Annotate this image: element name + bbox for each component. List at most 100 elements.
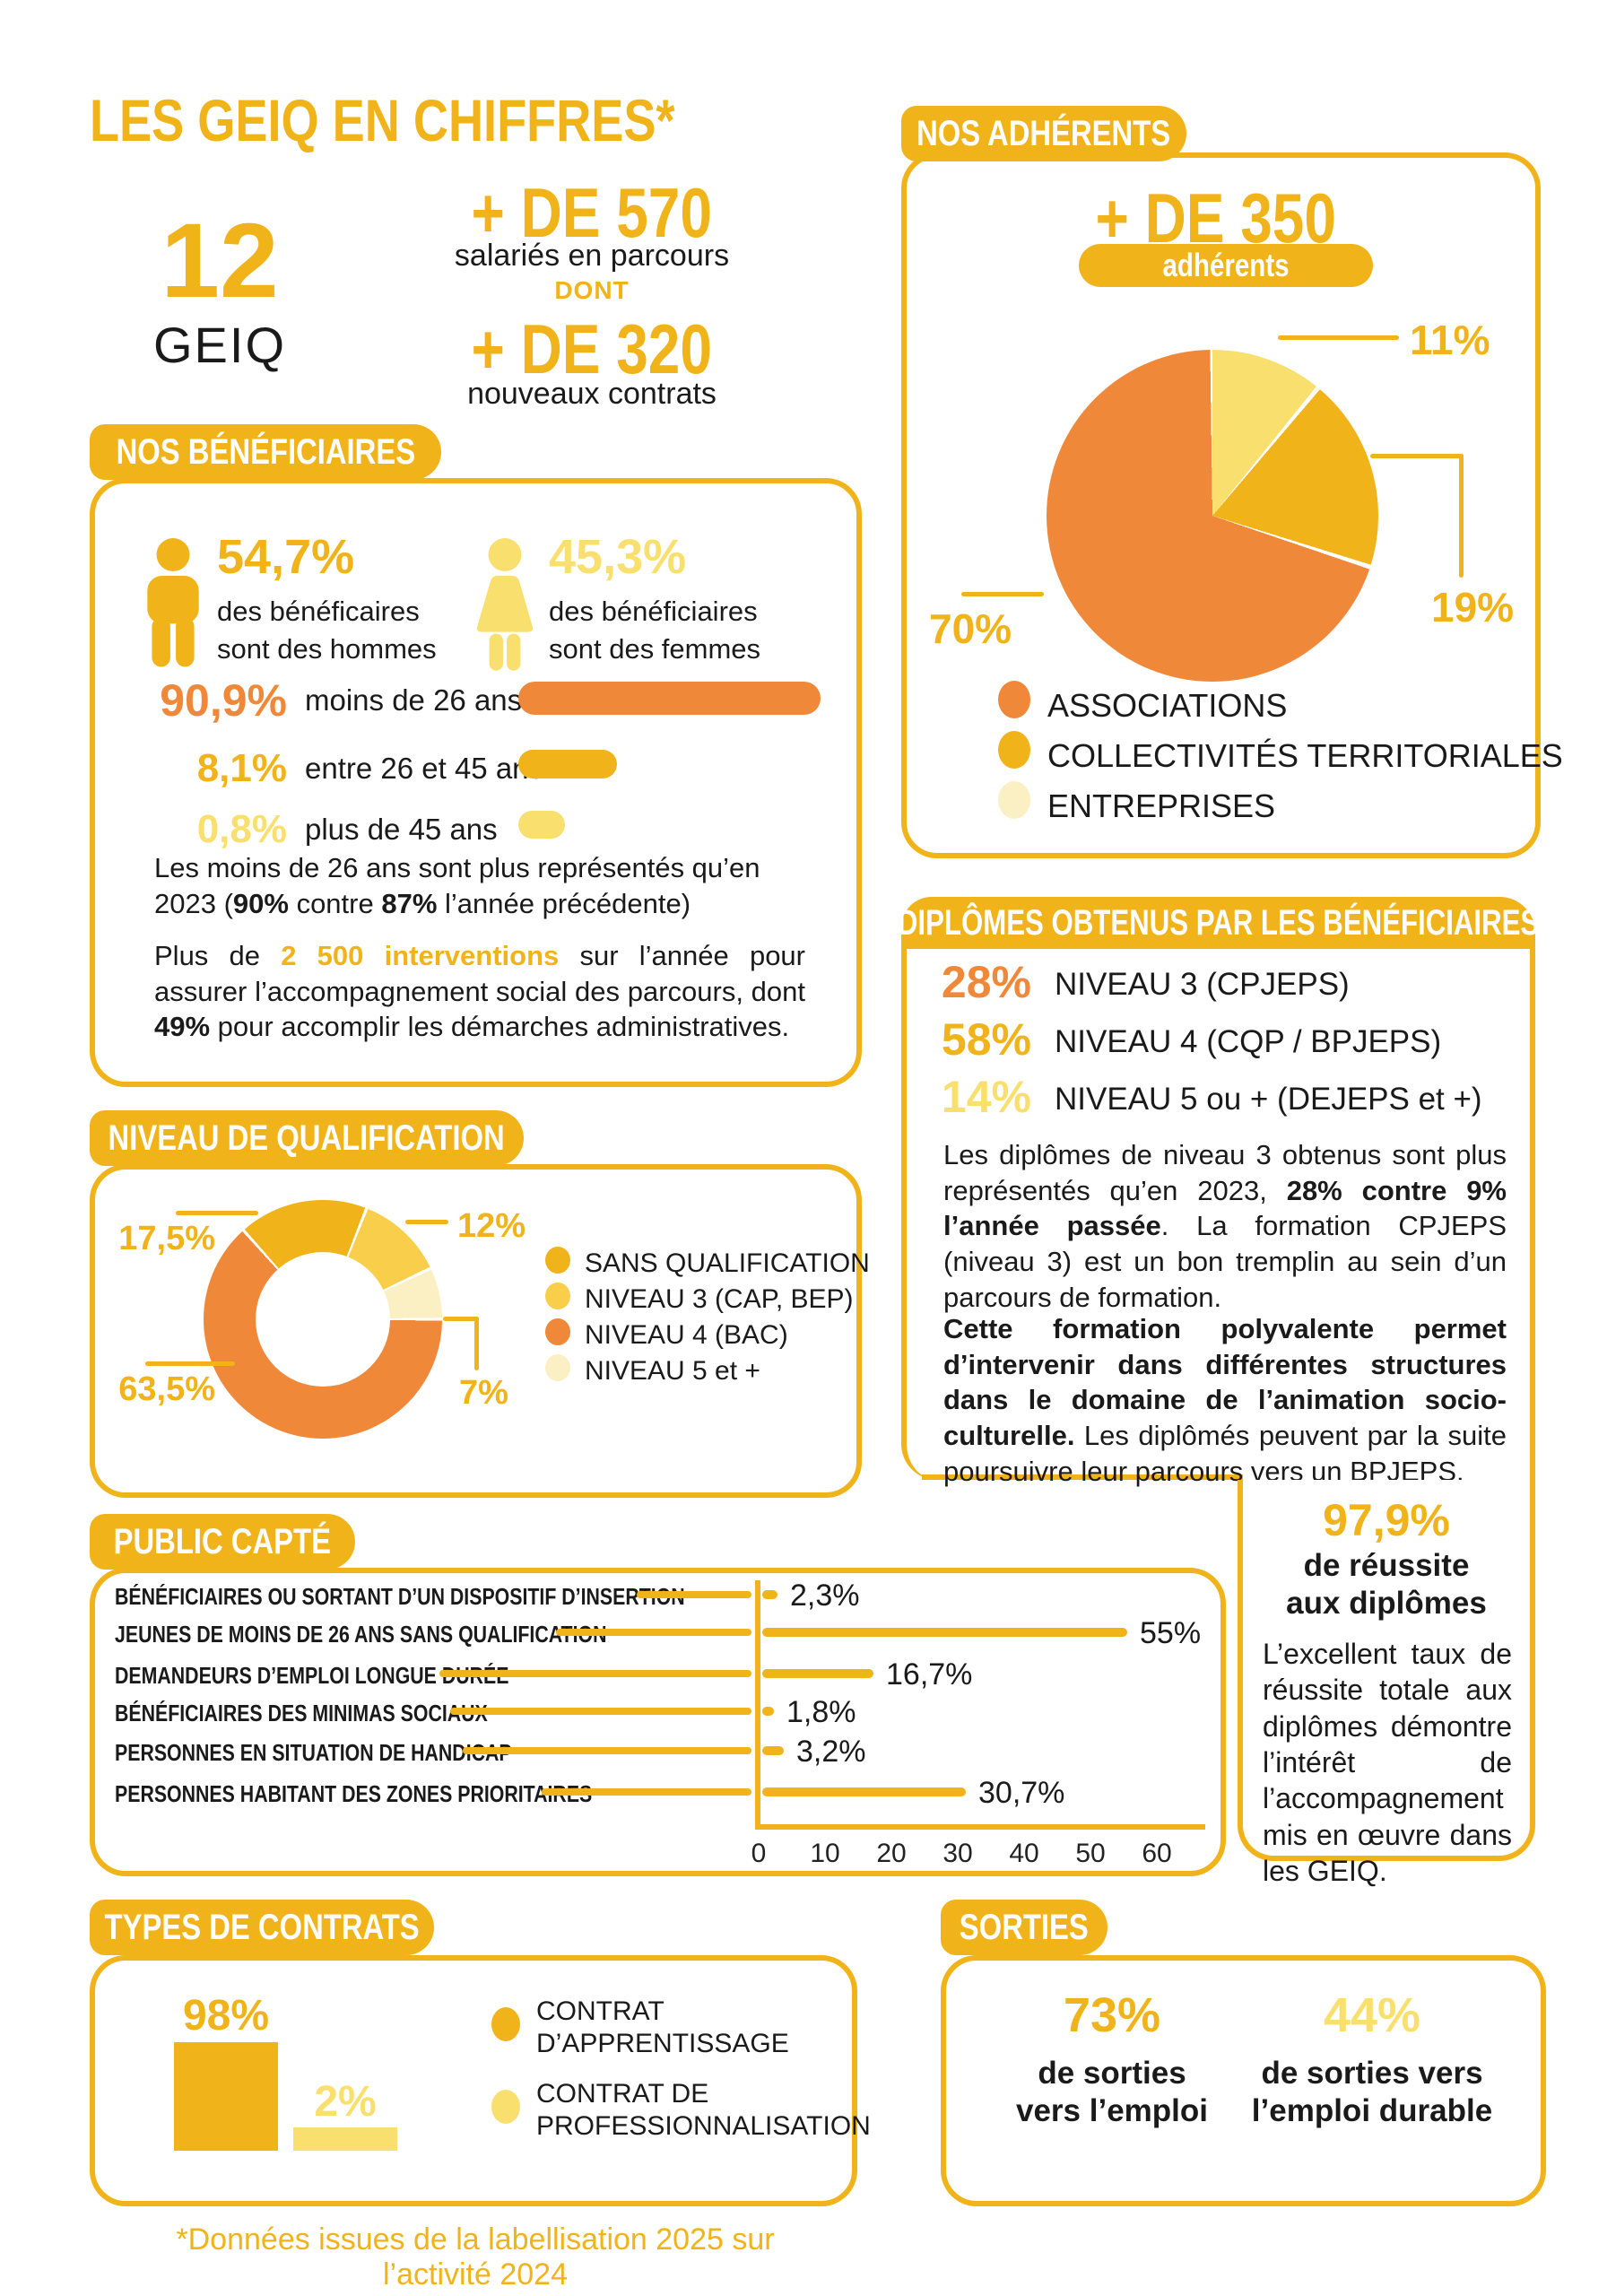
pie-leader-entreprises — [1278, 335, 1399, 340]
sortie-pct-emploi: 73% — [1063, 1988, 1161, 2042]
pc-value: 16,7% — [886, 1657, 973, 1692]
pc-value: 3,2% — [796, 1735, 866, 1769]
donut-label-niv3: 12% — [457, 1207, 526, 1245]
adherents-total-label: adhérents — [1079, 244, 1373, 287]
legend-dot-niveau4 — [545, 1318, 570, 1345]
pc-value: 55% — [1140, 1616, 1202, 1650]
sortie-pct-durable: 44% — [1323, 1988, 1421, 2042]
legend-dot-niveau3 — [545, 1283, 570, 1309]
pc-leader — [637, 1591, 751, 1598]
contrats-box — [90, 1955, 857, 2206]
legend-label: D’APPRENTISSAGE — [536, 2029, 789, 2058]
page-title: LES GEIQ EN CHIFFRES* — [90, 87, 675, 153]
women-label-1: des bénéficiaires — [549, 596, 758, 627]
legend-dot-associations — [998, 681, 1030, 718]
adherents-section-title: NOS ADHÉRENTS — [901, 106, 1186, 161]
age-bar-under-26 — [518, 682, 821, 715]
pc-tick: 10 — [810, 1839, 840, 1868]
pc-bar — [762, 1628, 1127, 1637]
contrat-bar-apprentissage — [174, 2042, 278, 2151]
pie-leader-associations — [961, 592, 1044, 596]
legend-label: SANS QUALIFICATION — [585, 1248, 870, 1278]
pc-value: 1,8% — [786, 1695, 856, 1729]
reussite-box — [1238, 1480, 1535, 1861]
legend-dot-entreprises — [998, 781, 1030, 819]
stat-contracts-label: nouveaux contrats — [467, 377, 717, 411]
pc-value: 2,3% — [790, 1578, 860, 1613]
pc-row-label: PERSONNES EN SITUATION DE HANDICAP — [115, 1739, 512, 1766]
contrat-bar-pct: 2% — [314, 2078, 377, 2126]
age-row-pct: 0,8% — [196, 807, 287, 851]
diplomes-para-2: Cette formation polyvalente permet d’int… — [943, 1313, 1507, 1487]
beneficiaires-box — [90, 478, 862, 1087]
legend-label: CONTRAT — [536, 1996, 665, 2026]
sortie-label: de sorties — [1038, 2056, 1186, 2091]
pc-tick: 30 — [942, 1839, 973, 1868]
age-row-pct: 8,1% — [196, 746, 287, 790]
pc-tick: 50 — [1075, 1839, 1106, 1868]
contrats-section-title: TYPES DE CONTRATS — [90, 1900, 434, 1955]
age-bar-26-45 — [518, 750, 617, 778]
legend-label: ASSOCIATIONS — [1047, 687, 1288, 724]
pc-leader — [556, 1629, 751, 1636]
legend-label: NIVEAU 3 (CAP, BEP) — [585, 1284, 854, 1314]
donut-label-sans: 17,5% — [118, 1220, 215, 1257]
diplome-row-label: NIVEAU 5 ou + (DEJEPS et +) — [1055, 1082, 1482, 1117]
pc-bar — [762, 1669, 873, 1678]
pc-value: 30,7% — [978, 1776, 1065, 1810]
contrat-bar-pct: 98% — [182, 1992, 270, 2039]
reussite-label-2: aux diplômes — [1286, 1586, 1487, 1621]
pc-leader — [542, 1788, 751, 1796]
reussite-label-1: de réussite — [1303, 1548, 1470, 1583]
legend-dot-niveau5 — [545, 1354, 570, 1381]
contrat-bar-professionnalisation — [293, 2127, 397, 2151]
pc-bar — [762, 1707, 774, 1716]
pc-leader — [463, 1747, 751, 1754]
legend-dot-sans-qualification — [545, 1247, 570, 1274]
diplome-row-pct: 14% — [941, 1072, 1031, 1122]
women-pct: 45,3% — [549, 530, 687, 584]
age-row-pct: 90,9% — [160, 675, 287, 726]
pc-tick: 20 — [876, 1839, 907, 1868]
footnote: *Données issues de la labellisation 2025… — [176, 2222, 775, 2292]
pc-y-axis — [755, 1580, 760, 1830]
age-row-label: plus de 45 ans — [305, 813, 498, 846]
donut-leader-sans — [176, 1211, 258, 1215]
reussite-para: L’excellent taux de réussite totale aux … — [1263, 1638, 1512, 1887]
donut-label-niv4: 63,5% — [118, 1370, 215, 1408]
beneficiaires-note-1: Les moins de 26 ans sont plus représenté… — [154, 852, 760, 919]
diplome-row-label: NIVEAU 4 (CQP / BPJEPS) — [1055, 1024, 1442, 1059]
legend-dot-apprentissage — [491, 2007, 520, 2041]
age-bar-over-45 — [518, 811, 565, 839]
pie-label-associations: 70% — [929, 605, 1012, 652]
stat-contracts-value: + DE 320 — [471, 309, 713, 388]
diplome-row-label: NIVEAU 3 (CPJEPS) — [1055, 967, 1350, 1002]
public-capte-section-title: PUBLIC CAPTÉ — [90, 1514, 355, 1570]
beneficiaires-note-2: Plus de 2 500 interventions sur l’année … — [154, 940, 805, 1043]
donut-hole — [256, 1252, 390, 1387]
donut-leader-niv3 — [405, 1220, 448, 1224]
pie-label-entreprises: 11% — [1410, 317, 1490, 363]
legend-label: NIVEAU 5 et + — [585, 1356, 760, 1386]
pc-tick: 40 — [1009, 1839, 1039, 1868]
sortie-label: vers l’emploi — [1016, 2093, 1208, 2128]
pc-x-axis — [755, 1824, 1205, 1830]
men-label-1: des bénéficaires — [217, 596, 420, 627]
dont-label: DONT — [554, 276, 630, 304]
pie-leader-collectivites-v — [1459, 454, 1464, 578]
diplomes-para-1: Les diplômes de niveau 3 obtenus sont pl… — [943, 1139, 1507, 1313]
qualification-section-title: NIVEAU DE QUALIFICATION — [90, 1110, 524, 1166]
pc-row-label: PERSONNES HABITANT DES ZONES PRIORITAIRE… — [115, 1780, 593, 1807]
sortie-label: l’emploi durable — [1251, 2093, 1493, 2128]
pc-row-label: BÉNÉFICIAIRES DES MINIMAS SOCIAUX — [115, 1700, 488, 1726]
men-label-2: sont des hommes — [217, 633, 437, 665]
sorties-box — [941, 1955, 1546, 2206]
donut-label-niv5: 7% — [459, 1374, 508, 1412]
donut-leader-niv5-h — [443, 1317, 479, 1321]
legend-label: COLLECTIVITÉS TERRITORIALES — [1047, 737, 1563, 774]
geiq-count: 12 — [161, 202, 279, 320]
qualification-donut-chart — [204, 1200, 442, 1439]
legend-dot-collectivites — [998, 731, 1030, 769]
women-label-2: sont des femmes — [549, 633, 761, 665]
